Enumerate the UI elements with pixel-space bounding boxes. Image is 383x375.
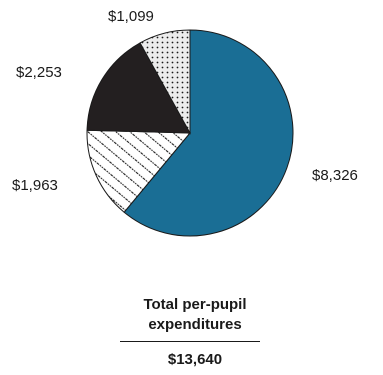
pie-slice-4 bbox=[139, 29, 191, 135]
total-title: Total per-pupil expenditures bbox=[143, 296, 247, 333]
slice-label-4: $1,099 bbox=[108, 8, 154, 25]
total-value: $13,640 bbox=[167, 351, 223, 368]
pie-slice-3 bbox=[86, 42, 191, 134]
slice-label-3: $2,253 bbox=[16, 64, 62, 81]
total-divider bbox=[120, 341, 260, 342]
pie-slice-2 bbox=[86, 129, 192, 213]
slice-label-2: $1,963 bbox=[12, 177, 58, 194]
pie-slice-1 bbox=[123, 29, 294, 237]
slice-label-1: $8,326 bbox=[312, 167, 358, 184]
